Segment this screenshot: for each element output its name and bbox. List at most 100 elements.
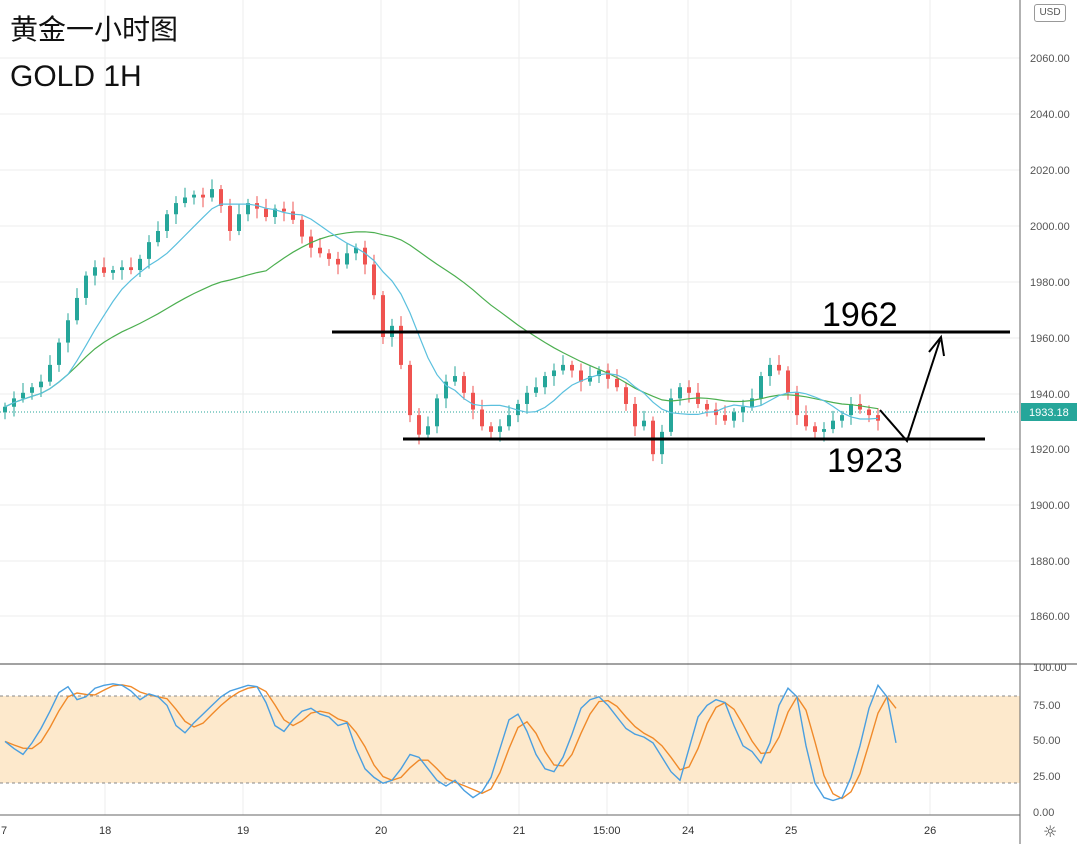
price-tick: 1860.00 xyxy=(1030,611,1070,623)
candle-body xyxy=(525,392,529,404)
candle-body xyxy=(876,415,880,421)
candle-body xyxy=(435,398,439,427)
candle-body xyxy=(66,320,70,343)
gear-icon[interactable]: ☼ xyxy=(1043,822,1058,841)
candle-body xyxy=(282,208,286,212)
candle-body xyxy=(858,403,862,410)
candle-body xyxy=(30,387,34,393)
time-tick: 25 xyxy=(785,825,797,837)
candle-body xyxy=(228,205,232,231)
candle-body xyxy=(552,370,556,377)
candle-body xyxy=(48,364,52,382)
candle-body xyxy=(84,275,88,298)
candle-body xyxy=(759,376,763,399)
candle-body xyxy=(750,398,754,407)
candle-body xyxy=(93,267,97,276)
candle-body xyxy=(264,208,268,218)
candle-body xyxy=(624,387,628,404)
candle-body xyxy=(534,387,538,393)
price-grid xyxy=(0,0,1020,815)
candle-body xyxy=(822,429,826,432)
candle-body xyxy=(651,420,655,455)
candle-body xyxy=(444,381,448,399)
price-tick: 1960.00 xyxy=(1030,333,1070,345)
candle-body xyxy=(660,431,664,455)
current-price-tag xyxy=(1021,403,1077,421)
candle-body xyxy=(831,420,835,430)
stoch-axis: 100.00 75.00 50.00 25.00 0.00 xyxy=(1033,662,1067,819)
candle-body xyxy=(741,406,745,413)
candle-body xyxy=(408,364,412,416)
candle-body xyxy=(246,203,250,215)
candle-body xyxy=(354,247,358,254)
price-tick: 1900.00 xyxy=(1030,500,1070,512)
candle-body xyxy=(39,381,43,388)
time-tick: 7 xyxy=(1,825,7,837)
candle-body xyxy=(597,370,601,377)
candle-body xyxy=(849,403,853,416)
candle-body xyxy=(372,264,376,296)
candle-body xyxy=(363,247,367,265)
candle-body xyxy=(345,253,349,265)
candle-body xyxy=(201,194,205,198)
candle-body xyxy=(687,387,691,393)
candle-body xyxy=(480,409,484,427)
candle-body xyxy=(210,189,214,198)
current-price-value: 1933.18 xyxy=(1029,407,1069,419)
candle-body xyxy=(471,392,475,410)
candle-body xyxy=(57,342,61,365)
candle-body xyxy=(273,208,277,218)
candle-body xyxy=(138,258,142,271)
time-tick: 21 xyxy=(513,825,525,837)
candle-body xyxy=(489,426,493,432)
candle-body xyxy=(174,203,178,215)
candle-body xyxy=(120,267,124,271)
candle-body xyxy=(786,370,790,393)
candle-body xyxy=(318,247,322,254)
time-tick: 24 xyxy=(682,825,694,837)
candle-body xyxy=(813,426,817,432)
price-tick: 2040.00 xyxy=(1030,109,1070,121)
candle-body xyxy=(102,267,106,273)
chart-title-symbol: GOLD 1H xyxy=(10,60,142,93)
time-tick: 15:00 xyxy=(593,825,621,837)
candle-body xyxy=(75,297,79,321)
candle-body xyxy=(570,364,574,371)
time-tick: 26 xyxy=(924,825,936,837)
support-label: 1923 xyxy=(827,442,903,480)
candle-body xyxy=(516,403,520,416)
candle-body xyxy=(777,364,781,371)
candle-body xyxy=(165,214,169,231)
currency-button[interactable]: USD xyxy=(1034,4,1066,22)
time-axis: 7 18 19 20 21 15:00 24 25 26 xyxy=(1,825,936,837)
candle-body xyxy=(147,242,151,259)
resistance-label: 1962 xyxy=(822,296,898,334)
candle-body xyxy=(3,406,7,413)
candle-body xyxy=(327,253,331,259)
time-tick: 18 xyxy=(99,825,111,837)
stoch-tick: 100.00 xyxy=(1033,662,1067,674)
candle-body xyxy=(300,219,304,237)
candle-body xyxy=(579,370,583,382)
candle-body xyxy=(642,420,646,427)
stoch-tick: 0.00 xyxy=(1033,807,1054,819)
stoch-tick: 25.00 xyxy=(1033,771,1061,783)
candle-body xyxy=(867,409,871,416)
candle-body xyxy=(705,403,709,410)
price-tick: 2020.00 xyxy=(1030,165,1070,177)
ma-fast-line xyxy=(4,203,879,420)
candle-body xyxy=(291,211,295,220)
stoch-tick: 50.00 xyxy=(1033,735,1061,747)
candle-body xyxy=(129,267,133,271)
candle-body xyxy=(453,376,457,382)
candle-body xyxy=(507,415,511,427)
candle-body xyxy=(543,376,547,388)
candle-body xyxy=(399,325,403,365)
candle-body xyxy=(633,403,637,427)
candle-body xyxy=(498,426,502,432)
candle-body xyxy=(21,392,25,399)
price-tick: 1980.00 xyxy=(1030,277,1070,289)
price-tick: 1880.00 xyxy=(1030,556,1070,568)
candle-body xyxy=(561,364,565,371)
